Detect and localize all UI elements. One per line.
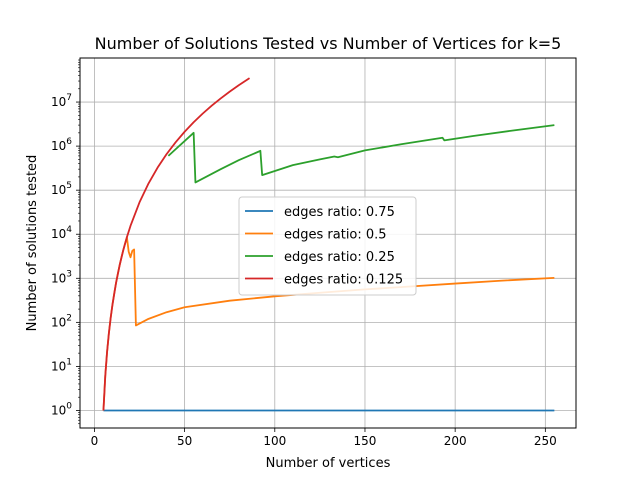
legend-label: edges ratio: 0.5 [284,228,387,243]
legend: edges ratio: 0.75 edges ratio: 0.5 edges r… [238,196,417,296]
legend-label: edges ratio: 0.25 [284,250,395,265]
x-tick-label: 150 [354,434,377,448]
plot-frame [79,57,577,429]
x-tick-label: 100 [263,434,286,448]
series-line-3 [102,77,251,411]
x-tick-label: 50 [177,434,192,448]
x-tick-label: 0 [91,434,99,448]
series-line-2 [167,124,555,184]
x-axis: 0 50 100 150 200 250 [91,428,557,448]
x-tick-label: 250 [534,434,557,448]
legend-label: edges ratio: 0.125 [284,273,403,288]
legend-box [238,196,417,296]
y-axis-title: Number of solutions tested [25,155,40,332]
x-axis-title: Number of vertices [266,456,391,471]
x-tick-label: 200 [444,434,467,448]
chart-title: Number of Solutions Tested vs Number of … [95,34,562,53]
legend-label: edges ratio: 0.75 [284,205,395,220]
